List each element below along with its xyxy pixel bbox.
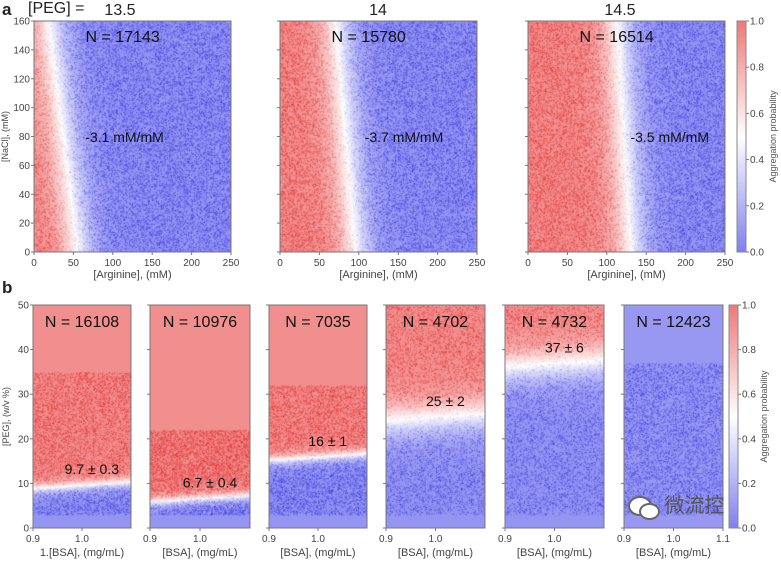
x-tick-label: 1.0 [548, 534, 562, 545]
y-tick-label: 120 [13, 74, 30, 85]
x-tick-label: 0.9 [143, 534, 157, 545]
x-tick-label: 0.9 [262, 534, 276, 545]
x-tick-label: 200 [183, 258, 200, 269]
colorbar-label: Aggregation probability [759, 370, 769, 463]
x-tick-label: 100 [598, 258, 615, 269]
y-tick-label: 20 [18, 434, 30, 445]
y-tick-label: 80 [19, 132, 31, 143]
heatmap-canvas [33, 305, 131, 528]
x-tick-label: 100 [350, 258, 367, 269]
peg-value-title: 14.5 [604, 2, 635, 19]
colorbar-tick-label: 0.0 [750, 248, 764, 259]
colorbar-tick-label: 0.2 [750, 201, 764, 212]
x-tick-label: 1.0 [311, 534, 325, 545]
colorbar-tick-label: 1.0 [742, 301, 756, 312]
x-axis-label: [Arginine], (mM) [339, 269, 417, 281]
x-axis-label: 1.[BSA], (mg/mL) [40, 547, 124, 559]
panel-label-b: b [2, 278, 13, 297]
colorbar-tick-label: 0.2 [742, 479, 756, 490]
y-tick-label: 40 [19, 190, 31, 201]
x-axis-label: [BSA], (mg/mL) [398, 547, 473, 559]
y-tick-label: 40 [18, 345, 30, 356]
y-axis-label: [PEG], (w/v %) [1, 387, 11, 446]
heatmap-canvas [505, 305, 604, 528]
x-tick-label: 200 [429, 258, 446, 269]
peg-value-title: 14 [369, 2, 387, 19]
x-tick-label: 1.0 [193, 534, 207, 545]
x-tick-label: 1.0 [75, 534, 89, 545]
x-tick-label: 1.0 [667, 534, 681, 545]
x-tick-label: 50 [314, 258, 326, 269]
x-tick-label: 150 [390, 258, 407, 269]
watermark: 微流控 [628, 493, 725, 520]
y-tick-label: 30 [18, 390, 30, 401]
x-tick-label: 250 [469, 258, 486, 269]
heatmap-canvas [386, 305, 485, 528]
x-axis-label: [Arginine], (mM) [93, 269, 171, 281]
x-tick-label: 0.9 [498, 534, 512, 545]
y-tick-label: 10 [18, 479, 30, 490]
y-tick-label: 50 [18, 301, 30, 312]
colorbar-tick-label: 0.6 [742, 390, 756, 401]
x-tick-label: 250 [223, 258, 240, 269]
x-tick-label: 1.0 [429, 534, 443, 545]
x-tick-label: 0.9 [26, 534, 40, 545]
y-tick-label: 140 [13, 45, 30, 56]
peg-prefix: [PEG] = [28, 0, 85, 17]
colorbar [729, 305, 738, 528]
colorbar [737, 21, 746, 252]
x-tick-label: 200 [677, 258, 694, 269]
colorbar-tick-label: 0.0 [742, 524, 756, 535]
peg-value-title: 13.5 [104, 2, 135, 19]
colorbar-tick-label: 1.0 [750, 17, 764, 28]
x-tick-label: 0 [31, 258, 37, 269]
panel-label-a: a [2, 0, 12, 19]
y-tick-label: 100 [13, 103, 30, 114]
watermark-text: 微流控 [664, 493, 725, 517]
heatmap-canvas [34, 21, 231, 252]
x-axis-label: [BSA], (mg/mL) [162, 547, 237, 559]
x-tick-label: 250 [717, 258, 734, 269]
x-axis-label: [BSA], (mg/mL) [517, 547, 592, 559]
y-tick-label: 160 [13, 17, 30, 28]
x-tick-label: 1.1 [716, 534, 730, 545]
colorbar-tick-label: 0.6 [750, 109, 764, 120]
x-axis-label: [Arginine], (mM) [587, 269, 665, 281]
wechat-icon [628, 495, 660, 520]
x-tick-label: 150 [638, 258, 655, 269]
colorbar-tick-label: 0.4 [742, 434, 756, 445]
heatmap-canvas [280, 21, 477, 252]
colorbar-tick-label: 0.8 [742, 345, 756, 356]
x-tick-label: 0 [277, 258, 283, 269]
x-axis-label: [BSA], (mg/mL) [636, 547, 711, 559]
y-tick-label: 0 [23, 524, 29, 535]
y-tick-label: 60 [19, 161, 31, 172]
x-tick-label: 0.9 [379, 534, 393, 545]
x-tick-label: 150 [144, 258, 161, 269]
heatmap-canvas [150, 305, 250, 528]
x-tick-label: 0.9 [617, 534, 631, 545]
colorbar-label: Aggregation probability [768, 90, 778, 183]
x-tick-label: 0 [525, 258, 531, 269]
heatmap-canvas [528, 21, 725, 252]
colorbar-tick-label: 0.8 [750, 63, 764, 74]
colorbar-tick-label: 0.4 [750, 155, 764, 166]
heatmap-canvas [269, 305, 367, 528]
x-tick-label: 100 [104, 258, 121, 269]
x-tick-label: 50 [68, 258, 80, 269]
x-axis-label: [BSA], (mg/mL) [280, 547, 355, 559]
x-tick-label: 50 [562, 258, 574, 269]
y-tick-label: 0 [24, 248, 30, 259]
y-axis-label: [NaCl], (mM) [0, 111, 10, 162]
y-tick-label: 20 [19, 219, 31, 230]
